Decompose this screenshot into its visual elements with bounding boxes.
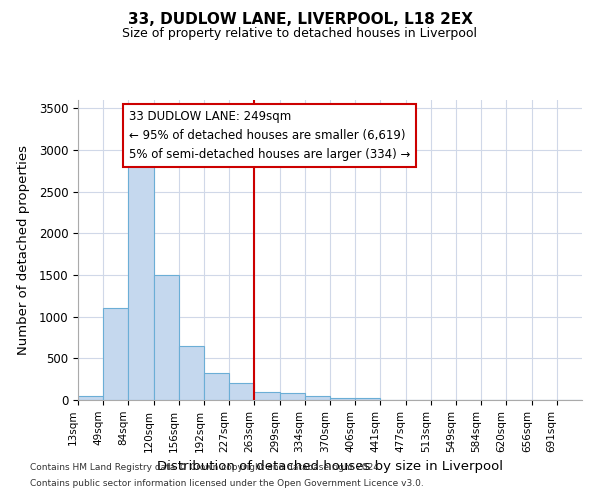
Text: 33, DUDLOW LANE, LIVERPOOL, L18 2EX: 33, DUDLOW LANE, LIVERPOOL, L18 2EX <box>128 12 473 28</box>
Bar <box>330 398 355 400</box>
Text: 33 DUDLOW LANE: 249sqm
← 95% of detached houses are smaller (6,619)
5% of semi-d: 33 DUDLOW LANE: 249sqm ← 95% of detached… <box>129 110 410 161</box>
X-axis label: Distribution of detached houses by size in Liverpool: Distribution of detached houses by size … <box>157 460 503 473</box>
Bar <box>280 394 305 400</box>
Bar <box>355 398 380 400</box>
Text: Size of property relative to detached houses in Liverpool: Size of property relative to detached ho… <box>122 28 478 40</box>
Y-axis label: Number of detached properties: Number of detached properties <box>17 145 31 355</box>
Text: Contains HM Land Registry data © Crown copyright and database right 2024.: Contains HM Land Registry data © Crown c… <box>30 464 382 472</box>
Bar <box>154 275 179 400</box>
Bar <box>254 392 280 400</box>
Bar <box>205 372 229 400</box>
Bar <box>179 346 205 400</box>
Bar <box>78 396 103 400</box>
Bar <box>305 396 330 400</box>
Bar <box>229 384 254 400</box>
Bar <box>128 154 154 400</box>
Bar <box>103 308 128 400</box>
Text: Contains public sector information licensed under the Open Government Licence v3: Contains public sector information licen… <box>30 478 424 488</box>
